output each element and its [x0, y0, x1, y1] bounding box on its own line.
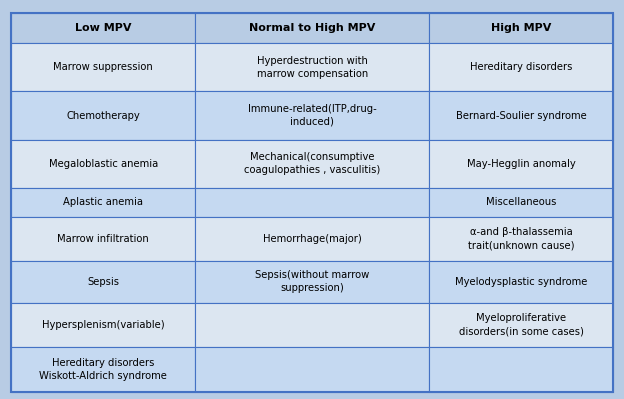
- Bar: [11, 347, 195, 392]
- Text: Low MPV: Low MPV: [75, 23, 132, 33]
- Bar: [11, 261, 195, 303]
- Bar: [195, 43, 429, 91]
- Text: Myeloproliferative
disorders(in some cases): Myeloproliferative disorders(in some cas…: [459, 313, 584, 336]
- Bar: [11, 13, 195, 43]
- Text: Hereditary disorders: Hereditary disorders: [470, 62, 573, 73]
- Text: Chemotherapy: Chemotherapy: [66, 111, 140, 120]
- Text: Hemorrhage(major): Hemorrhage(major): [263, 234, 362, 244]
- Text: Aplastic anemia: Aplastic anemia: [63, 197, 144, 207]
- Bar: [429, 91, 613, 140]
- Bar: [195, 303, 429, 347]
- Bar: [429, 188, 613, 217]
- Bar: [429, 43, 613, 91]
- Text: Mechanical(consumptive
coagulopathies , vasculitis): Mechanical(consumptive coagulopathies , …: [244, 152, 381, 175]
- Text: Sepsis: Sepsis: [87, 277, 119, 287]
- Bar: [195, 91, 429, 140]
- Bar: [429, 261, 613, 303]
- Bar: [11, 91, 195, 140]
- Text: High MPV: High MPV: [491, 23, 552, 33]
- Bar: [429, 217, 613, 261]
- Text: Hyperdestruction with
marrow compensation: Hyperdestruction with marrow compensatio…: [256, 56, 368, 79]
- Text: Bernard-Soulier syndrome: Bernard-Soulier syndrome: [456, 111, 587, 120]
- Bar: [11, 303, 195, 347]
- Bar: [429, 303, 613, 347]
- Bar: [11, 217, 195, 261]
- Text: Myelodysplastic syndrome: Myelodysplastic syndrome: [455, 277, 588, 287]
- Bar: [429, 140, 613, 188]
- Bar: [195, 140, 429, 188]
- Text: α-and β-thalassemia
trait(unknown cause): α-and β-thalassemia trait(unknown cause): [468, 227, 575, 250]
- Text: Immune-related(ITP,drug-
induced): Immune-related(ITP,drug- induced): [248, 104, 377, 127]
- Bar: [429, 13, 613, 43]
- Bar: [11, 43, 195, 91]
- Bar: [195, 13, 429, 43]
- Text: Sepsis(without marrow
suppression): Sepsis(without marrow suppression): [255, 271, 369, 293]
- Bar: [195, 217, 429, 261]
- Bar: [195, 261, 429, 303]
- Bar: [195, 188, 429, 217]
- Text: Marrow infiltration: Marrow infiltration: [57, 234, 149, 244]
- Text: NormaI to High MPV: NormaI to High MPV: [249, 23, 376, 33]
- Text: Megaloblastic anemia: Megaloblastic anemia: [49, 159, 158, 169]
- Bar: [195, 347, 429, 392]
- Text: Hereditary disorders
Wiskott-Aldrich syndrome: Hereditary disorders Wiskott-Aldrich syn…: [39, 358, 167, 381]
- Text: Hypersplenism(variable): Hypersplenism(variable): [42, 320, 165, 330]
- Bar: [11, 188, 195, 217]
- Text: Miscellaneous: Miscellaneous: [486, 197, 557, 207]
- Bar: [11, 140, 195, 188]
- Text: Marrow suppression: Marrow suppression: [54, 62, 153, 73]
- Bar: [429, 347, 613, 392]
- Text: May-Hegglin anomaly: May-Hegglin anomaly: [467, 159, 576, 169]
